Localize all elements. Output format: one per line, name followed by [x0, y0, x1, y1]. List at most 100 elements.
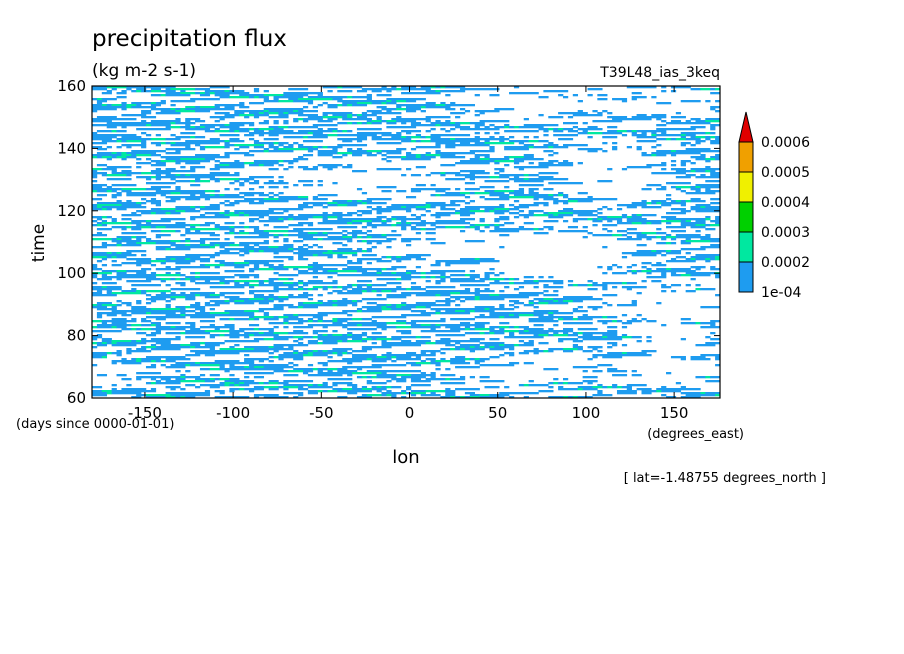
precip-cell [587, 136, 593, 139]
precip-cell [337, 100, 387, 103]
precip-cell [219, 244, 230, 247]
precip-cell [464, 326, 471, 329]
precip-cell [661, 162, 667, 165]
precip-cell [288, 98, 299, 101]
precip-cell [420, 336, 431, 339]
precip-cell [406, 206, 417, 209]
precip-cell [150, 382, 157, 385]
precip-cell [185, 238, 191, 241]
precip-cell [96, 152, 112, 155]
precip-cell [288, 346, 294, 349]
precip-cell [415, 362, 431, 365]
precip-cell [288, 144, 294, 147]
precip-cell [361, 376, 368, 379]
precip-cell [180, 376, 186, 379]
precip-cell [253, 228, 260, 231]
precip-cell [440, 294, 451, 297]
precip-cell [293, 218, 309, 221]
precip-cell [513, 162, 520, 165]
precip-cell [170, 100, 196, 103]
precip-cell [415, 224, 426, 227]
precip-cell [474, 296, 480, 299]
precip-cell [572, 218, 588, 221]
precip-cell [587, 346, 603, 349]
precip-cell [386, 304, 392, 307]
precip-cell [327, 204, 338, 207]
precip-cell [136, 176, 152, 179]
precip-cell [616, 208, 623, 211]
precip-cell [518, 184, 544, 187]
precip-cell [327, 390, 338, 393]
precip-cell [92, 108, 117, 111]
precip-cell [268, 146, 279, 149]
precip-cell [312, 368, 318, 371]
precip-cell [494, 172, 500, 175]
precip-cell [366, 122, 372, 125]
precip-cell [641, 188, 652, 191]
precip-cell [401, 376, 426, 379]
precip-cell [538, 280, 564, 283]
precip-cell [406, 196, 417, 199]
precip-cell [690, 118, 701, 121]
precip-cell [420, 154, 426, 157]
precip-cell [356, 270, 368, 273]
precip-cell [415, 156, 422, 159]
precip-cell [479, 298, 505, 301]
precip-cell [312, 286, 323, 289]
precip-cell [145, 356, 186, 359]
precip-cell [121, 388, 147, 391]
precip-cell [406, 388, 412, 391]
precip-cell [410, 282, 417, 285]
precip-cell [347, 284, 353, 287]
precip-cell [381, 190, 392, 193]
precip-cell [543, 286, 564, 289]
precip-cell [298, 246, 304, 249]
precip-cell [450, 138, 456, 141]
precip-cell [268, 180, 274, 183]
precip-cell [253, 146, 265, 149]
precip-cell [214, 226, 230, 229]
precip-cell [710, 220, 721, 223]
precip-cell [96, 222, 103, 225]
precip-cell [116, 300, 122, 303]
precip-cell [666, 268, 672, 271]
precip-cell [455, 188, 461, 191]
precip-cell [548, 216, 564, 219]
precip-cell [641, 270, 652, 273]
precip-cell [175, 370, 181, 373]
precip-cell [425, 106, 451, 109]
precip-cell [582, 122, 588, 125]
precip-cell [136, 88, 147, 91]
precip-cell [553, 332, 559, 335]
precip-cell [685, 174, 696, 177]
precip-cell [298, 256, 304, 259]
precip-cell [347, 322, 387, 325]
precip-cell [278, 300, 284, 303]
precip-cell [165, 196, 245, 199]
precip-cell [224, 204, 235, 207]
precip-cell [440, 90, 466, 93]
precip-cell [273, 298, 289, 301]
precip-cell [563, 196, 569, 199]
precip-cell [175, 110, 196, 113]
precip-cell [376, 260, 392, 263]
precip-cell [420, 360, 426, 363]
precip-cell [283, 386, 299, 389]
precip-cell [273, 304, 294, 307]
precip-cell [219, 262, 235, 265]
precip-cell [322, 112, 353, 115]
precip-cell [253, 376, 265, 379]
precip-cell [484, 180, 510, 183]
precip-cell [553, 324, 559, 327]
precip-cell [440, 156, 466, 159]
precip-cell [342, 288, 348, 291]
precip-cell [607, 230, 613, 233]
precip-cell [582, 332, 618, 335]
precip-cell [410, 188, 451, 191]
precip-cell [150, 332, 161, 335]
precip-cell [597, 364, 613, 367]
precip-cell [268, 168, 279, 171]
precip-cell [381, 328, 387, 331]
precip-cell [126, 106, 132, 109]
precip-cell [239, 254, 245, 257]
